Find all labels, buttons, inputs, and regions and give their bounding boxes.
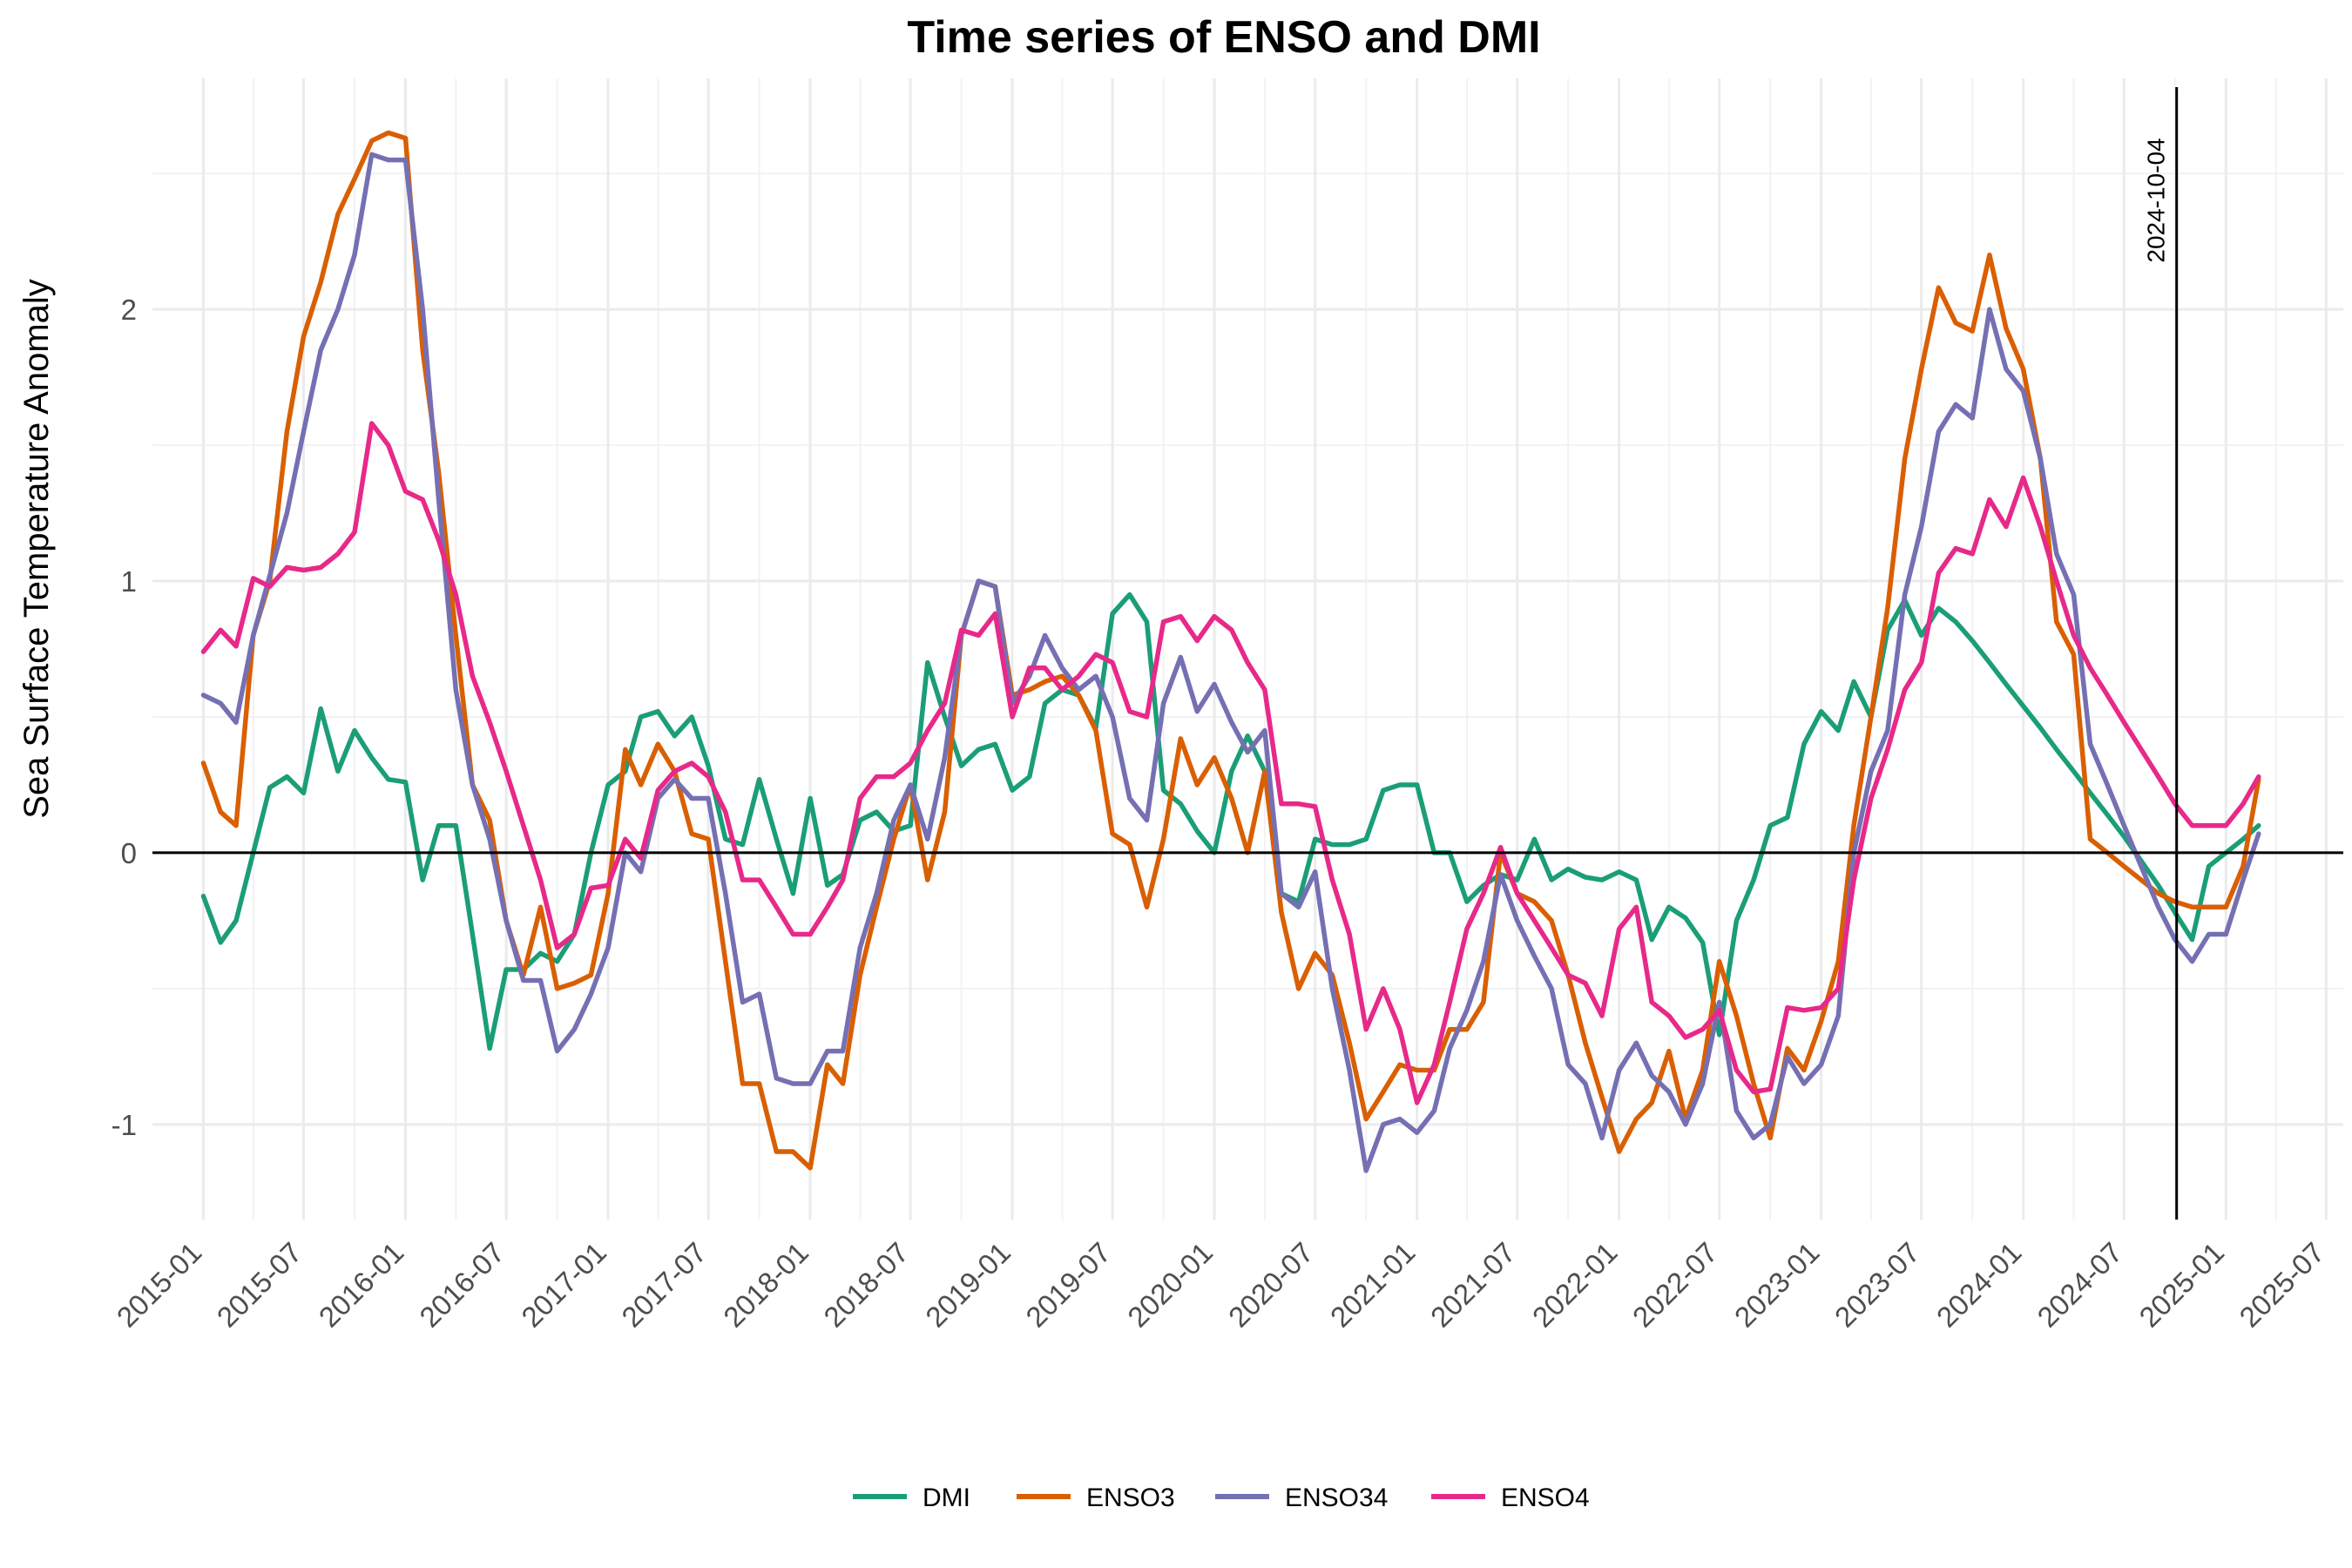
legend-item-enso3: ENSO3 (1017, 1484, 1175, 1512)
series-line-enso34 (200, 152, 2261, 1173)
y-tick-label: -1 (112, 1109, 137, 1141)
legend-item-enso4: ENSO4 (1431, 1484, 1590, 1512)
y-tick-label: 0 (121, 837, 137, 869)
series-line-dmi (200, 591, 2261, 1051)
grid-lines (152, 78, 2343, 1220)
legend-label: DMI (923, 1484, 970, 1512)
date-reference-label: 2024-10-04 (2143, 138, 2170, 262)
series-lines (200, 130, 2261, 1173)
legend: DMI ENSO3 ENSO34 ENSO4 (853, 1484, 1590, 1512)
reference-lines: 2024-10-04 (152, 87, 2343, 1220)
y-tick-label: 2 (121, 294, 137, 326)
legend-item-enso34: ENSO34 (1215, 1484, 1388, 1512)
chart-title: Time series of ENSO and DMI (907, 12, 1540, 63)
y-tick-label: 1 (121, 565, 137, 598)
y-axis-tick-labels: -1 0 1 2 (112, 294, 137, 1141)
legend-item-dmi: DMI (853, 1484, 970, 1512)
legend-label: ENSO34 (1285, 1484, 1388, 1512)
series-line-enso4 (200, 421, 2261, 1105)
legend-label: ENSO3 (1086, 1484, 1175, 1512)
y-axis-title: Sea Surface Temperature Anomaly (17, 279, 56, 819)
legend-label: ENSO4 (1501, 1484, 1590, 1512)
series-line-enso3 (200, 130, 2261, 1171)
